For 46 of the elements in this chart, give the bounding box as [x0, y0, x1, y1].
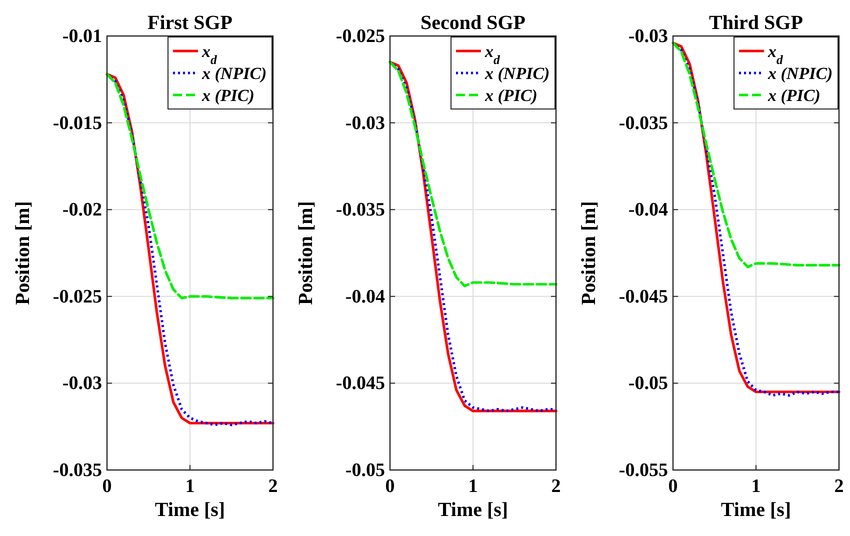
legend-label: x (PIC)	[201, 86, 254, 105]
x-tick-label: 0	[102, 476, 112, 497]
x-tick-label: 2	[834, 476, 844, 497]
legend-label: x (PIC)	[767, 86, 820, 105]
x-tick-label: 0	[668, 476, 678, 497]
x-axis-title: Time [s]	[720, 499, 792, 521]
y-tick-label: -0.035	[618, 112, 668, 134]
y-tick-label: -0.055	[618, 460, 668, 481]
legend-label: x$_{d}$	[484, 42, 500, 67]
y-tick-label: -0.02	[62, 200, 102, 221]
y-tick-label: -0.035	[52, 460, 102, 481]
chart-title: First SGP	[148, 12, 232, 34]
y-tick-label: -0.04	[345, 286, 386, 308]
y-tick-label: -0.03	[345, 112, 385, 134]
y-tick-label: -0.045	[618, 286, 668, 308]
line-series	[672, 42, 840, 268]
legend-label: x (NPIC)	[767, 64, 833, 83]
x-tick-label: 1	[185, 476, 195, 497]
y-tick-label: -0.025	[52, 286, 102, 308]
y-axis-title: Position [m]	[12, 201, 34, 305]
x-axis-title: Time [s]	[154, 499, 226, 521]
legend-label: x (NPIC)	[484, 64, 550, 83]
y-axis-title: Position [m]	[295, 201, 317, 305]
legend-label: x$_{d}$	[201, 42, 218, 67]
x-tick-label: 2	[551, 476, 561, 497]
y-tick-label: -0.05	[345, 460, 385, 481]
y-tick-label: -0.01	[62, 26, 102, 47]
chart-title: Second SGP	[420, 12, 526, 34]
x-tick-label: 1	[751, 476, 761, 497]
y-tick-label: -0.04	[628, 200, 668, 221]
legend-label: x$_{d}$	[767, 42, 784, 67]
chart-title: Third SGP	[709, 12, 803, 34]
x-axis-title: Time [s]	[438, 499, 508, 521]
y-tick-label: -0.035	[336, 200, 385, 221]
y-tick-label: -0.03	[628, 26, 668, 47]
y-tick-label: -0.03	[62, 373, 102, 394]
legend-label: x (NPIC)	[201, 64, 267, 83]
y-tick-label: -0.045	[336, 373, 385, 394]
x-tick-label: 2	[268, 476, 278, 497]
legend-label: x (PIC)	[484, 86, 538, 105]
y-tick-label: -0.015	[52, 112, 102, 134]
x-tick-label: 0	[385, 476, 395, 497]
x-tick-label: 1	[468, 476, 478, 497]
y-tick-label: -0.05	[628, 373, 668, 394]
y-axis-title: Position [m]	[578, 201, 600, 305]
y-tick-label: -0.025	[336, 26, 385, 47]
